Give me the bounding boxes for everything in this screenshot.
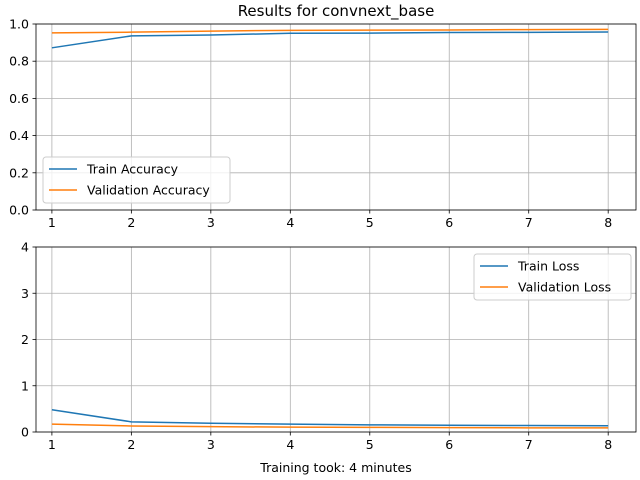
y-tick-label: 0.0 — [9, 203, 29, 218]
y-tick-label: 0.2 — [9, 165, 29, 180]
y-tick-label: 0.6 — [9, 91, 29, 106]
loss-chart: 1 2 3 4 5 6 7 8 0 1 2 3 4 Train Loss Validation Loss — [21, 240, 637, 452]
legend: Train Loss Validation Loss — [473, 253, 632, 301]
y-tick-label: 4 — [21, 240, 29, 255]
x-tick-label: 3 — [207, 437, 215, 452]
y-tick-label: 1 — [21, 378, 29, 393]
series-line-validation-accuracy — [51, 28, 609, 34]
y-tick-label: 0 — [21, 425, 29, 440]
series-line-validation-loss — [51, 423, 609, 429]
legend-box — [473, 253, 632, 301]
x-tick-label: 4 — [286, 215, 294, 230]
series-line-train-loss — [51, 409, 609, 427]
accuracy-chart: 1 2 3 4 5 6 7 8 0.0 0.2 0.4 0.6 0.8 1.0 Train Accuracy… — [9, 17, 637, 230]
x-tick-label: 2 — [127, 437, 135, 452]
legend-box — [42, 156, 231, 204]
x-tick-label: 3 — [207, 215, 215, 230]
legend-label: Train Accuracy — [86, 162, 179, 177]
x-tick-label: 1 — [48, 215, 56, 230]
x-tick-label: 8 — [604, 437, 612, 452]
legend-label: Train Loss — [517, 259, 579, 274]
series-line-train-accuracy — [51, 31, 609, 49]
y-tick-label: 0.4 — [9, 128, 29, 143]
x-tick-label: 5 — [366, 215, 374, 230]
x-tick-label: 7 — [525, 215, 533, 230]
x-tick-label: 5 — [366, 437, 374, 452]
y-tick-label: 0.8 — [9, 54, 29, 69]
x-tick-label: 7 — [525, 437, 533, 452]
y-tick-label: 2 — [21, 332, 29, 347]
axes-frame — [35, 23, 637, 211]
x-tick-label: 8 — [604, 215, 612, 230]
x-tick-label: 4 — [286, 437, 294, 452]
legend: Train Accuracy Validation Accuracy — [42, 156, 231, 204]
chart-title: Results for convnext_base — [238, 2, 435, 21]
x-tick-label: 6 — [445, 437, 453, 452]
x-tick-label: 6 — [445, 215, 453, 230]
legend-label: Validation Accuracy — [87, 183, 210, 198]
x-tick-label: 2 — [127, 215, 135, 230]
y-tick-label: 1.0 — [9, 17, 29, 32]
legend-label: Validation Loss — [518, 280, 611, 295]
x-axis-label: Training took: 4 minutes — [259, 460, 411, 475]
x-tick-label: 1 — [48, 437, 56, 452]
y-tick-label: 3 — [21, 286, 29, 301]
